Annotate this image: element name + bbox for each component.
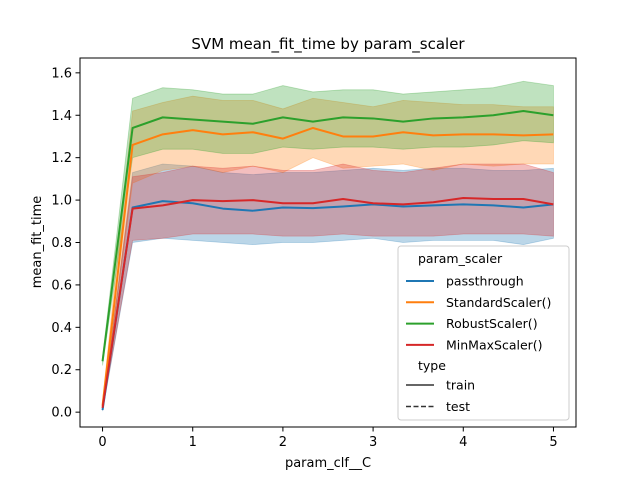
x-axis-ticks: 0 1 2 3 4 5 xyxy=(98,427,558,450)
y-tick-label-7: 1.4 xyxy=(51,109,72,124)
y-tick-label-8: 1.6 xyxy=(51,66,72,81)
line-series-2 xyxy=(101,110,554,362)
legend-label-3: MinMaxScaler() xyxy=(446,337,543,352)
line-series-1 xyxy=(101,126,554,406)
legend-style-title: type xyxy=(418,358,446,373)
legend-style-entries: train test xyxy=(406,378,475,414)
band-series-2 xyxy=(102,80,554,366)
legend-label-1: StandardScaler() xyxy=(446,295,551,310)
legend-series-entries: passthrough StandardScaler() RobustScaler(… xyxy=(406,274,551,352)
band-series-1 xyxy=(102,95,554,411)
legend-label-0: passthrough xyxy=(446,274,524,289)
x-tick-label-4: 4 xyxy=(459,435,467,450)
legend-label-2: RobustScaler() xyxy=(446,316,538,331)
confidence-bands xyxy=(102,80,554,412)
x-tick-label-2: 2 xyxy=(279,435,287,450)
y-tick-label-5: 1.0 xyxy=(51,194,72,209)
band-series-3 xyxy=(102,163,554,411)
x-tick-label-5: 5 xyxy=(549,435,557,450)
legend-hue-title: param_scaler xyxy=(418,251,503,266)
y-axis-label: mean_fit_time xyxy=(30,196,45,289)
y-tick-label-6: 1.2 xyxy=(51,151,72,166)
x-tick-label-0: 0 xyxy=(98,435,106,450)
chart-title: SVM mean_fit_time by param_scaler xyxy=(191,35,465,54)
line-series-3 xyxy=(101,196,554,409)
y-tick-label-4: 0.8 xyxy=(51,236,72,251)
y-tick-label-3: 0.6 xyxy=(51,278,72,293)
legend: param_scaler passthrough StandardScaler()… xyxy=(397,245,570,421)
y-tick-label-0: 0.0 xyxy=(51,406,72,421)
x-tick-label-1: 1 xyxy=(189,435,197,450)
y-tick-label-2: 0.4 xyxy=(51,321,72,336)
series-lines xyxy=(101,110,554,411)
x-tick-label-3: 3 xyxy=(369,435,377,450)
y-axis-ticks: 0.0 0.2 0.4 0.6 0.8 1.0 1.2 1.4 1.6 xyxy=(51,66,80,421)
band-series-0 xyxy=(102,163,554,412)
legend-box xyxy=(397,245,570,421)
y-tick-label-1: 0.2 xyxy=(51,363,72,378)
x-axis-label: param_clf__C xyxy=(285,456,371,471)
legend-style-label-1: test xyxy=(446,399,470,414)
legend-style-label-0: train xyxy=(446,378,475,393)
